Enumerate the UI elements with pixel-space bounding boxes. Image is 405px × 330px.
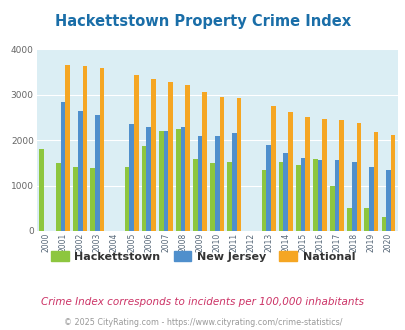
Bar [261, 170, 266, 231]
Bar [390, 135, 394, 231]
Bar [295, 165, 300, 231]
Bar [322, 119, 326, 231]
Bar [124, 167, 129, 231]
Bar [368, 167, 373, 231]
Bar [287, 112, 292, 231]
Bar [300, 158, 305, 231]
Bar [231, 133, 236, 231]
Bar [78, 111, 82, 231]
Bar [214, 136, 219, 231]
Bar [65, 65, 70, 231]
Bar [385, 170, 390, 231]
Bar [373, 132, 377, 231]
Bar [346, 208, 351, 231]
Bar [381, 217, 385, 231]
Bar [227, 162, 231, 231]
Text: Hackettstown Property Crime Index: Hackettstown Property Crime Index [55, 14, 350, 29]
Bar [90, 168, 95, 231]
Bar [176, 129, 180, 231]
Bar [185, 85, 190, 231]
Bar [312, 159, 317, 231]
Bar [158, 131, 163, 231]
Bar [219, 97, 224, 231]
Bar [99, 68, 104, 231]
Bar [180, 127, 185, 231]
Bar [129, 124, 134, 231]
Bar [146, 127, 151, 231]
Bar [73, 167, 78, 231]
Legend: Hackettstown, New Jersey, National: Hackettstown, New Jersey, National [46, 247, 359, 267]
Text: Crime Index corresponds to incidents per 100,000 inhabitants: Crime Index corresponds to incidents per… [41, 297, 364, 307]
Bar [210, 163, 214, 231]
Bar [82, 66, 87, 231]
Bar [39, 149, 44, 231]
Bar [193, 159, 197, 231]
Bar [334, 160, 339, 231]
Text: © 2025 CityRating.com - https://www.cityrating.com/crime-statistics/: © 2025 CityRating.com - https://www.city… [64, 318, 341, 327]
Bar [356, 122, 360, 231]
Bar [339, 120, 343, 231]
Bar [197, 136, 202, 231]
Bar [278, 162, 283, 231]
Bar [134, 75, 138, 231]
Bar [95, 115, 99, 231]
Bar [329, 185, 334, 231]
Bar [151, 79, 155, 231]
Bar [168, 82, 173, 231]
Bar [305, 117, 309, 231]
Bar [283, 153, 287, 231]
Bar [202, 92, 207, 231]
Bar [351, 162, 356, 231]
Bar [270, 106, 275, 231]
Bar [56, 163, 61, 231]
Bar [141, 146, 146, 231]
Bar [266, 145, 270, 231]
Bar [163, 131, 168, 231]
Bar [317, 160, 322, 231]
Bar [61, 102, 65, 231]
Bar [236, 98, 241, 231]
Bar [364, 208, 368, 231]
